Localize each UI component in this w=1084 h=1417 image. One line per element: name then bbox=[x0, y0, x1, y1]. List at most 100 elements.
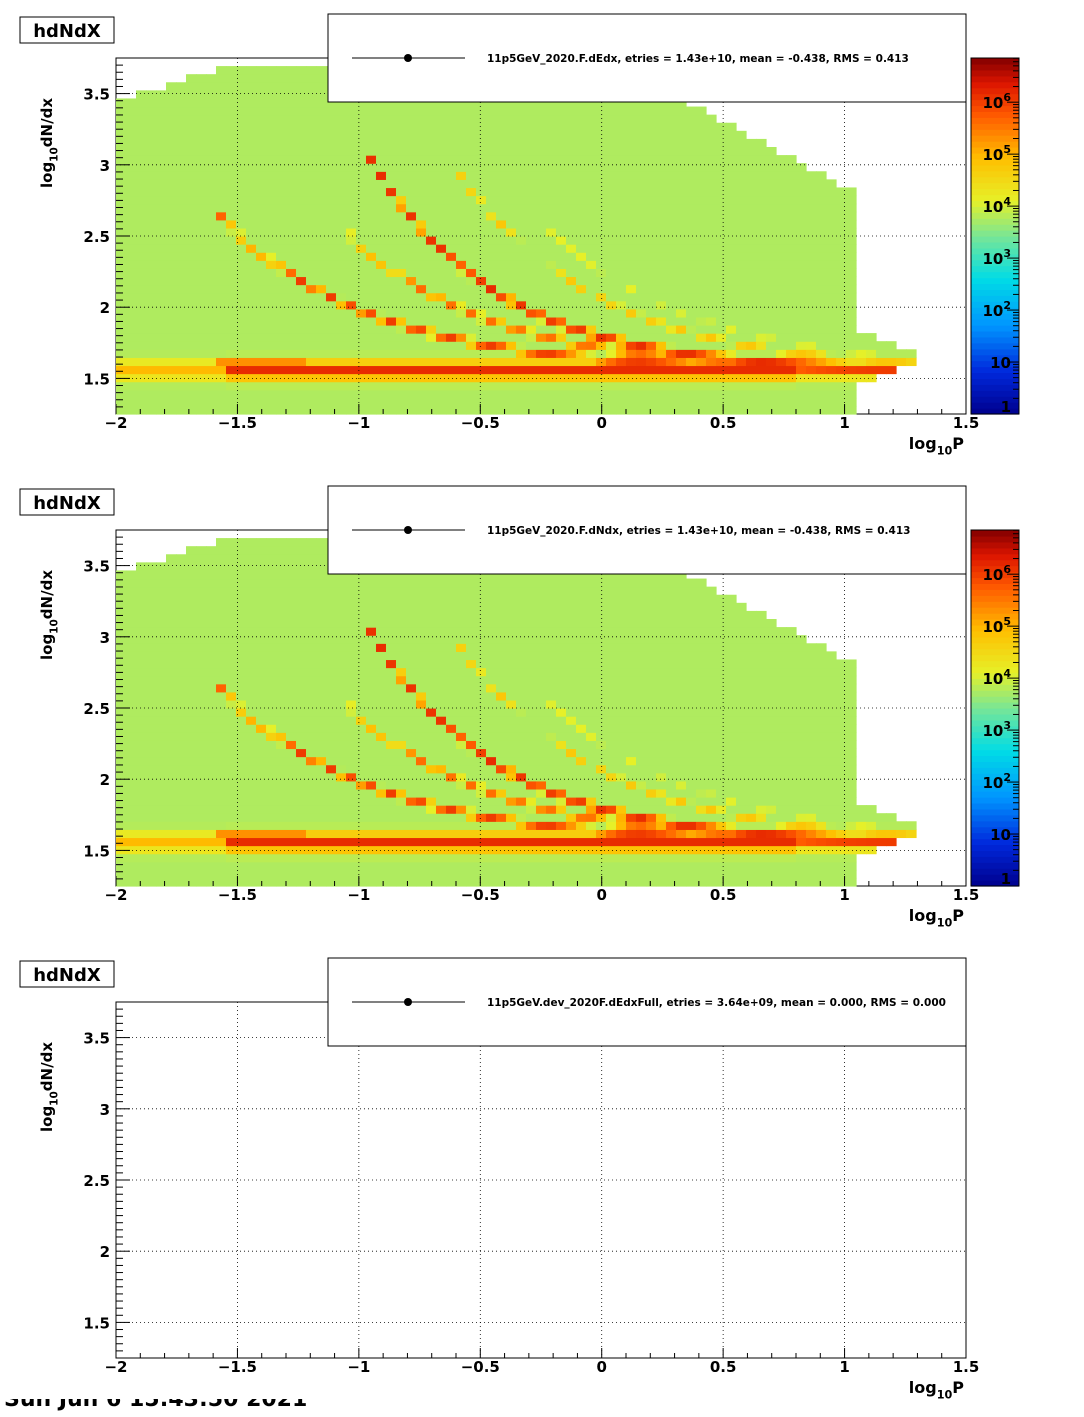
heatmap-cell bbox=[646, 195, 657, 205]
heatmap-cell bbox=[606, 357, 617, 367]
heatmap-cell bbox=[156, 171, 167, 180]
heatmap-cell bbox=[286, 276, 297, 286]
heatmap-cell bbox=[436, 365, 447, 375]
heatmap-cell bbox=[156, 325, 167, 334]
heatmap-cell bbox=[506, 821, 517, 830]
heatmap-cell bbox=[366, 861, 377, 871]
heatmap-cell bbox=[306, 716, 317, 725]
heatmap-cell bbox=[296, 683, 307, 693]
heatmap-cell bbox=[186, 187, 197, 197]
heatmap-cell bbox=[336, 187, 347, 197]
heatmap-cell bbox=[396, 853, 407, 863]
heatmap-cell bbox=[386, 300, 397, 310]
heatmap-cell bbox=[556, 211, 567, 221]
heatmap-cell bbox=[336, 877, 347, 887]
heatmap-cell bbox=[296, 341, 307, 350]
heatmap-cell bbox=[476, 187, 487, 197]
heatmap-cell bbox=[676, 381, 687, 391]
heatmap-cell bbox=[226, 562, 237, 572]
heatmap-cell bbox=[366, 373, 377, 383]
heatmap-cell bbox=[186, 562, 197, 572]
heatmap-cell bbox=[316, 538, 327, 547]
heatmap-cell bbox=[116, 829, 127, 839]
heatmap-cell bbox=[306, 389, 317, 399]
heatmap-cell bbox=[306, 373, 317, 383]
colorbar-segment bbox=[971, 283, 1019, 290]
heatmap-cell bbox=[306, 236, 317, 245]
heatmap-cell bbox=[516, 748, 527, 758]
heatmap-cell bbox=[306, 211, 317, 221]
heatmap-cell bbox=[266, 837, 277, 847]
heatmap-cell bbox=[696, 227, 707, 237]
heatmap-cell bbox=[276, 389, 287, 399]
heatmap-cell bbox=[146, 211, 157, 221]
heatmap-cell bbox=[276, 869, 287, 879]
heatmap-cell bbox=[496, 316, 507, 326]
heatmap-cell bbox=[376, 788, 387, 798]
heatmap-cell bbox=[486, 357, 497, 367]
heatmap-cell bbox=[546, 373, 557, 383]
heatmap-cell bbox=[346, 756, 357, 766]
heatmap-cell bbox=[336, 284, 347, 294]
heatmap-cell bbox=[386, 171, 397, 180]
heatmap-cell bbox=[506, 349, 517, 358]
heatmap-cell bbox=[376, 236, 387, 245]
heatmap-cell bbox=[386, 381, 397, 391]
heatmap-cell bbox=[156, 562, 167, 572]
heatmap-cell bbox=[206, 308, 217, 318]
heatmap-cell bbox=[196, 546, 207, 555]
heatmap-cell bbox=[646, 260, 657, 269]
heatmap-cell bbox=[686, 227, 697, 237]
heatmap-cell bbox=[206, 114, 217, 124]
heatmap-cell bbox=[446, 651, 457, 661]
heatmap-cell bbox=[456, 837, 467, 847]
heatmap-cell bbox=[236, 877, 247, 887]
heatmap-cell bbox=[266, 610, 277, 620]
heatmap-cell bbox=[146, 276, 157, 286]
heatmap-cell bbox=[706, 252, 717, 261]
heatmap-cell bbox=[716, 405, 727, 415]
heatmap-cell bbox=[216, 764, 227, 774]
heatmap-cell bbox=[386, 219, 397, 229]
heatmap-cell bbox=[216, 877, 227, 887]
heatmap-cell bbox=[666, 405, 677, 415]
heatmap-cell bbox=[716, 130, 727, 140]
heatmap-cell bbox=[136, 90, 147, 100]
heatmap-cell bbox=[486, 333, 497, 342]
heatmap-cell bbox=[116, 627, 127, 636]
heatmap-cell bbox=[516, 708, 527, 717]
heatmap-cell bbox=[556, 357, 567, 367]
heatmap-cell bbox=[116, 602, 127, 612]
heatmap-cell bbox=[416, 788, 427, 798]
heatmap-cell bbox=[446, 147, 457, 156]
heatmap-cell bbox=[396, 594, 407, 604]
heatmap-cell bbox=[256, 659, 267, 669]
heatmap-cell bbox=[346, 308, 357, 318]
heatmap-cell bbox=[436, 333, 447, 342]
heatmap-cell bbox=[836, 252, 847, 261]
heatmap-cell bbox=[356, 748, 367, 758]
heatmap-cell bbox=[396, 341, 407, 350]
heatmap-cell bbox=[376, 659, 387, 669]
heatmap-cell bbox=[236, 179, 247, 189]
heatmap-cell bbox=[286, 106, 297, 116]
heatmap-cell bbox=[336, 675, 347, 685]
heatmap-cell bbox=[786, 203, 797, 213]
heatmap-cell bbox=[116, 341, 127, 350]
heatmap-cell bbox=[246, 74, 257, 83]
heatmap-cell bbox=[726, 252, 737, 261]
heatmap-cell bbox=[506, 219, 517, 229]
heatmap-cell bbox=[296, 147, 307, 156]
heatmap-cell bbox=[136, 244, 147, 253]
heatmap-cell bbox=[146, 292, 157, 302]
heatmap-cell bbox=[446, 155, 457, 164]
heatmap-cell bbox=[166, 236, 177, 245]
heatmap-cell bbox=[476, 155, 487, 164]
heatmap-cell bbox=[746, 195, 757, 205]
heatmap-cell bbox=[836, 365, 847, 375]
heatmap-cell bbox=[226, 82, 237, 91]
heatmap-cell bbox=[216, 602, 227, 612]
heatmap-cell bbox=[156, 643, 167, 652]
heatmap-cell bbox=[196, 236, 207, 245]
heatmap-cell bbox=[296, 821, 307, 830]
